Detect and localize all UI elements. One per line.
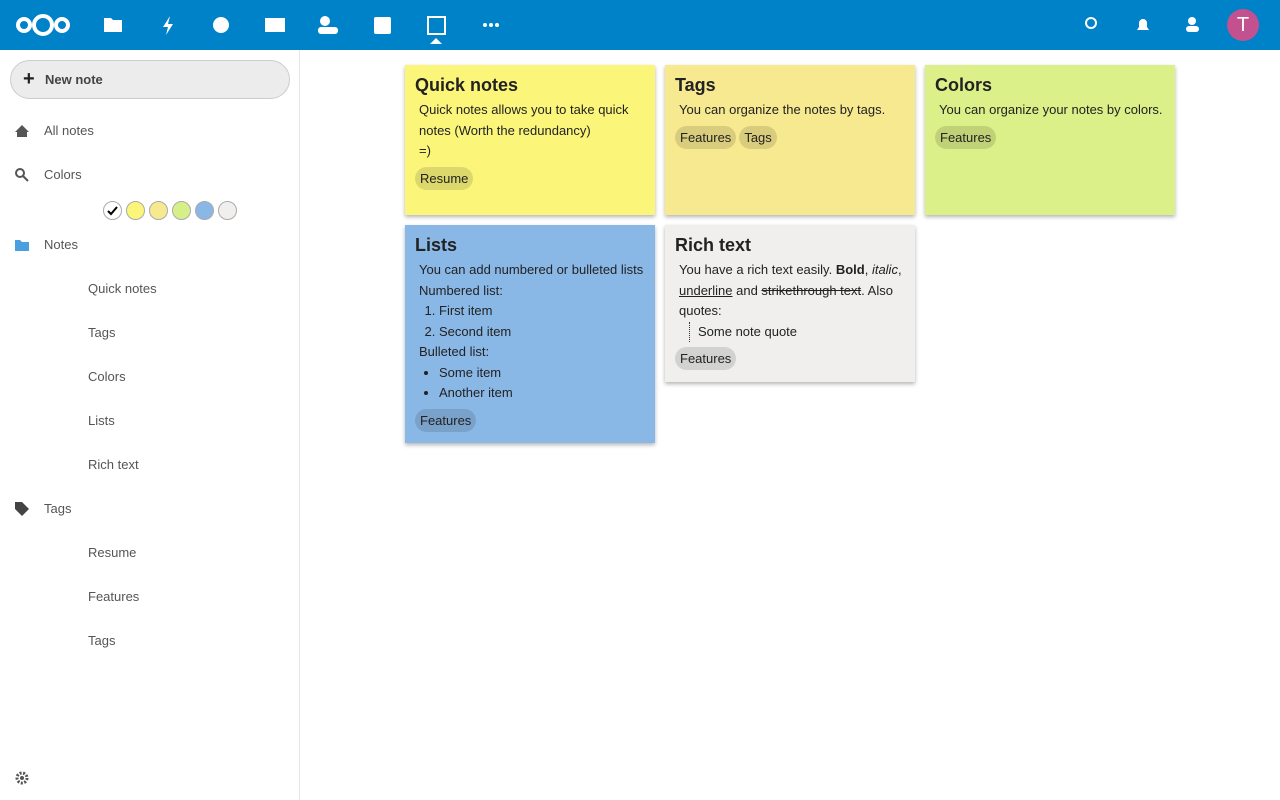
note-card[interactable]: Colors You can organize your notes by col… — [925, 65, 1175, 215]
paragraph: You have a rich text easily. Bold, itali… — [679, 260, 905, 322]
tag[interactable]: Tags — [739, 125, 777, 149]
color-swatch[interactable] — [126, 201, 145, 220]
note-tags: Features — [935, 121, 1165, 149]
note-link[interactable]: Tags — [88, 325, 116, 340]
tag[interactable]: Features — [935, 125, 997, 149]
note-link[interactable]: Colors — [88, 369, 126, 384]
tags-link[interactable]: Tags — [44, 501, 72, 516]
note-link[interactable]: Quick notes — [88, 281, 157, 296]
note-tags: Features Tags — [675, 121, 905, 149]
home-icon — [15, 125, 29, 137]
list-item: Some item — [439, 363, 645, 384]
note-link[interactable]: Rich text — [88, 457, 139, 472]
paragraph: =) — [419, 143, 431, 158]
tag-link[interactable]: Resume — [88, 545, 137, 560]
list: Some itemAnother item — [419, 363, 645, 404]
paragraph: Quick notes allows you to take quick not… — [419, 102, 629, 138]
folder-icon — [15, 240, 29, 251]
text-run: italic — [871, 262, 898, 277]
note-card[interactable]: Quick notes Quick notes allows you to tak… — [405, 65, 655, 215]
note-body: You have a rich text easily. Bold, itali… — [675, 260, 905, 342]
paragraph: Numbered list: — [419, 282, 503, 298]
tag[interactable]: Features — [675, 347, 737, 370]
text-run: and — [732, 282, 762, 298]
files-icon[interactable] — [104, 18, 122, 32]
note-body: You can add numbered or bulleted lists Nu… — [415, 260, 645, 404]
paragraph: You can organize your notes by colors. — [939, 102, 1163, 117]
note-link[interactable]: Lists — [88, 413, 115, 428]
mail-icon[interactable] — [265, 18, 285, 32]
note-title: Colors — [935, 75, 993, 95]
note-card[interactable]: Tags You can organize the notes by tags. F… — [665, 65, 915, 215]
colors-link[interactable]: Colors — [44, 167, 82, 182]
note-title: Quick notes — [415, 75, 519, 95]
avatar[interactable]: T — [1227, 9, 1259, 41]
list-item: First item — [439, 301, 645, 322]
quote: Some note quote — [689, 321, 905, 342]
text-run: strikethrough text — [761, 282, 862, 298]
activity-icon[interactable] — [163, 16, 173, 35]
tag-link[interactable]: Tags — [88, 633, 116, 648]
notes-icon[interactable] — [427, 16, 446, 35]
list-item: Another item — [439, 383, 645, 404]
note-title: Tags — [675, 75, 716, 95]
all-notes-link[interactable]: All notes — [44, 123, 94, 138]
settings-icon[interactable] — [15, 771, 29, 785]
list-item: Second item — [439, 322, 645, 343]
tag[interactable]: Features — [415, 408, 477, 432]
new-note-label: New note — [45, 72, 103, 87]
header-icons — [16, 14, 1199, 44]
color-swatch[interactable] — [195, 201, 214, 220]
color-swatch[interactable] — [172, 201, 191, 220]
paragraph: Bulleted list: — [419, 344, 490, 359]
note-body: Quick notes allows you to take quick not… — [415, 100, 645, 162]
color-swatch[interactable] — [149, 201, 168, 220]
contacts-icon[interactable] — [320, 16, 330, 26]
tag[interactable]: Resume — [415, 166, 474, 190]
tag-icon — [15, 502, 29, 516]
sidebar: + New note All notes Colors Notes Quick n… — [0, 50, 300, 800]
text-run: . Also quotes: — [679, 282, 893, 319]
notifications-icon[interactable] — [1137, 19, 1149, 30]
text-run: , — [897, 262, 902, 277]
color-swatch[interactable] — [218, 201, 237, 220]
text-run: underline — [679, 282, 733, 298]
contacts-menu-icon[interactable] — [1188, 17, 1196, 25]
notes-link[interactable]: Notes — [44, 237, 78, 252]
search-icon — [15, 168, 29, 182]
check — [107, 206, 118, 216]
text-run: You have a rich text easily. — [679, 262, 836, 277]
note-tags: Features — [675, 342, 905, 370]
note-card[interactable]: Lists You can add numbered or bulleted li… — [405, 225, 655, 443]
note-body: You can organize the notes by tags. — [675, 100, 905, 121]
note-title: Lists — [415, 235, 458, 255]
header: T — [0, 0, 1280, 50]
search-icon[interactable] — [1085, 17, 1097, 29]
note-tags: Features — [415, 404, 645, 432]
color-swatch[interactable] — [103, 201, 122, 220]
list: First itemSecond item — [419, 301, 645, 342]
note-tags: Resume — [415, 162, 645, 190]
note-card[interactable]: Rich text You have a rich text easily. Bo… — [665, 225, 915, 382]
new-note-button[interactable]: + New note — [10, 60, 290, 99]
tag[interactable]: Features — [675, 125, 737, 149]
calendar-icon[interactable] — [374, 17, 391, 34]
paragraph: You can add numbered or bulleted lists — [419, 262, 644, 277]
tag-link[interactable]: Features — [88, 589, 140, 604]
note-body: You can organize your notes by colors. — [935, 100, 1165, 121]
talk-icon[interactable] — [213, 17, 229, 33]
text-run: , — [864, 262, 872, 277]
paragraph: You can organize the notes by tags. — [679, 102, 886, 117]
text-run: Bold — [835, 262, 865, 277]
note-title: Rich text — [675, 235, 752, 255]
